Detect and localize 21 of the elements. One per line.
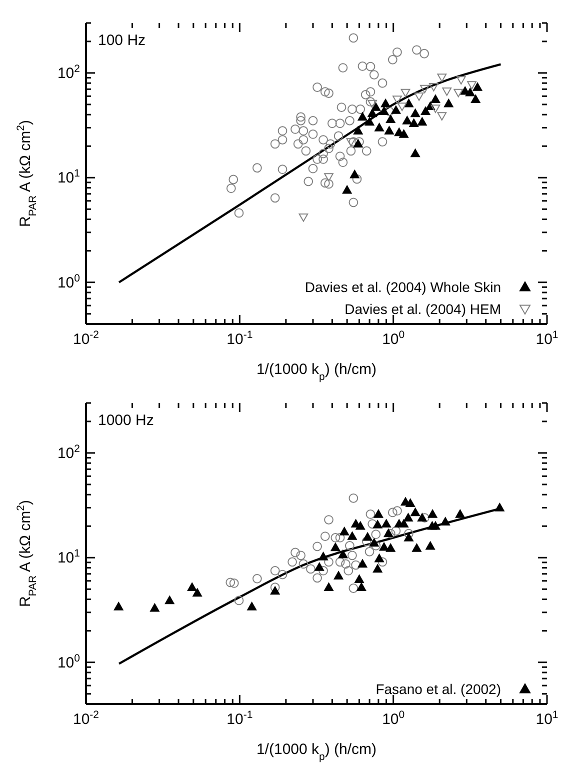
legend-label: Davies et al. (2004) HEM bbox=[344, 300, 501, 319]
legend-label: Davies et al. (2004) Whole Skin bbox=[304, 278, 501, 297]
y-tick-label: 10$^{0}$ bbox=[57, 272, 80, 292]
y-tick-label: 10$^{1}$ bbox=[57, 548, 80, 567]
legend-label: Fasano et al. (2002) bbox=[376, 680, 501, 699]
annotation: 100 Hz bbox=[98, 32, 146, 49]
x-tick-label: 10$^{-2}$ bbox=[72, 329, 100, 348]
x-tick-label: 10$^{-1}$ bbox=[226, 329, 253, 348]
x-tick-label: 10$^{-1}$ bbox=[226, 709, 253, 728]
y-tick-label: 10$^{1}$ bbox=[57, 168, 80, 187]
x-tick-label: 10$^{0}$ bbox=[382, 329, 405, 348]
x-tick-label: 10$^{0}$ bbox=[382, 709, 405, 728]
x-tick-label: 10$^{1}$ bbox=[536, 329, 558, 348]
x-axis-title: 1/(1000 k$_{p}$) (h/cm) bbox=[256, 741, 377, 763]
annotation: 1000 Hz bbox=[98, 412, 154, 429]
x-axis-title: 1/(1000 k$_{p}$) (h/cm) bbox=[256, 361, 377, 383]
y-tick-label: 10$^{2}$ bbox=[57, 442, 80, 462]
y-tick-label: 10$^{2}$ bbox=[57, 62, 80, 82]
x-tick-label: 10$^{1}$ bbox=[536, 709, 558, 728]
x-tick-label: 10$^{-2}$ bbox=[72, 709, 100, 728]
y-tick-label: 10$^{0}$ bbox=[57, 652, 80, 672]
